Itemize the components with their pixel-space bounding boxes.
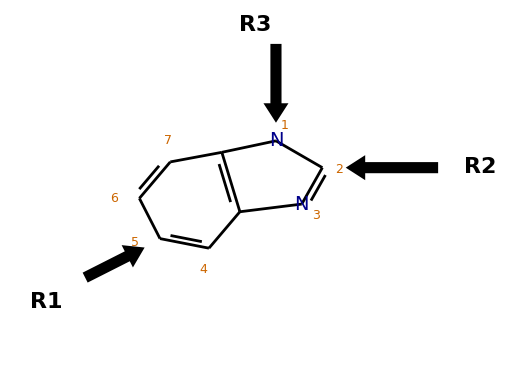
FancyArrowPatch shape <box>264 44 289 123</box>
Text: 5: 5 <box>131 236 140 249</box>
Text: 4: 4 <box>200 263 208 276</box>
FancyArrowPatch shape <box>83 245 145 282</box>
FancyArrowPatch shape <box>346 155 438 180</box>
Text: 2: 2 <box>335 163 343 176</box>
Text: 6: 6 <box>110 192 118 205</box>
Text: R3: R3 <box>239 15 271 35</box>
Text: N: N <box>294 194 309 214</box>
Text: R1: R1 <box>30 292 63 312</box>
Text: R2: R2 <box>464 156 497 177</box>
Text: 7: 7 <box>164 133 172 147</box>
Text: N: N <box>269 131 283 150</box>
Text: 3: 3 <box>312 209 320 222</box>
Text: 1: 1 <box>281 119 289 132</box>
